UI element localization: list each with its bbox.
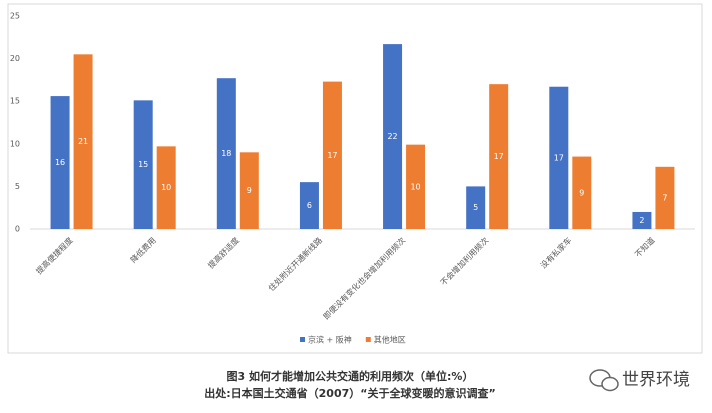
- bar: [406, 144, 426, 229]
- bar: [383, 44, 403, 230]
- value-label: 18: [221, 149, 231, 158]
- chart-frame: [7, 3, 703, 354]
- value-label: 10: [161, 183, 171, 192]
- value-label: 9: [579, 188, 584, 197]
- value-label: 10: [410, 182, 420, 191]
- watermark: 世界环境: [622, 370, 690, 390]
- bar: [156, 146, 176, 229]
- legend-swatch: [300, 337, 305, 342]
- bar: [489, 84, 509, 229]
- value-label: 9: [247, 186, 252, 195]
- legend-label: 京滨 + 阪神: [308, 335, 352, 345]
- bar: [133, 100, 153, 230]
- value-label: 7: [662, 193, 667, 202]
- bar: [239, 152, 259, 229]
- bar: [299, 182, 319, 229]
- value-label: 6: [307, 201, 312, 210]
- y-tick-label: 25: [10, 12, 20, 21]
- bar: [549, 86, 569, 229]
- y-tick-label: 0: [15, 225, 20, 234]
- y-tick-label: 20: [10, 54, 20, 63]
- value-label: 21: [78, 137, 88, 146]
- value-label: 16: [55, 158, 65, 167]
- bar: [655, 166, 675, 229]
- legend-swatch: [365, 337, 371, 342]
- bar: [50, 96, 70, 229]
- legend-label: 其他地区: [374, 335, 406, 345]
- y-tick-label: 15: [10, 97, 20, 106]
- bar: [466, 186, 486, 229]
- bar: [73, 54, 93, 230]
- value-label: 22: [387, 132, 397, 141]
- value-label: 2: [639, 216, 644, 225]
- watermark-icon: [589, 369, 619, 392]
- y-tick-label: 5: [15, 182, 20, 191]
- caption: 出处:日本国土交通省（2007）“关于全球变暖的意识调查”: [204, 386, 495, 400]
- bar: [216, 78, 236, 229]
- value-label: 17: [554, 153, 564, 162]
- bar: [572, 156, 592, 229]
- y-tick-label: 10: [10, 139, 20, 148]
- bar: [632, 211, 652, 229]
- value-label: 17: [327, 151, 337, 160]
- value-label: 17: [494, 152, 504, 161]
- caption: 图3 如何才能增加公共交通的利用频次（单位:%）: [227, 369, 474, 383]
- bar: [322, 81, 342, 229]
- value-label: 5: [473, 203, 478, 212]
- value-label: 15: [138, 160, 148, 169]
